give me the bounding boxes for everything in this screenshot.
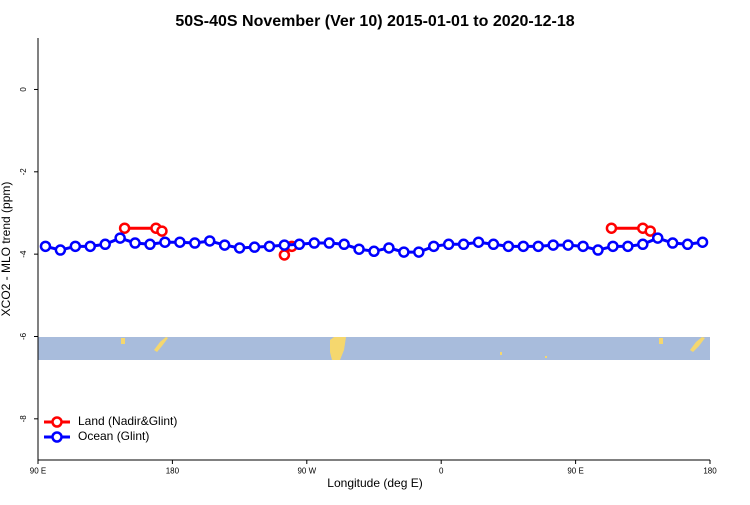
data-point [383, 242, 395, 254]
data-point [413, 246, 425, 258]
data-point [398, 246, 410, 258]
y-tick-label: -4 [19, 250, 28, 258]
x-tick-label: 90 E [30, 467, 46, 476]
x-tick-label: 180 [166, 467, 180, 476]
legend-marker [51, 431, 63, 443]
data-point [681, 238, 694, 251]
y-tick-label: -8 [19, 415, 28, 423]
data-point [605, 222, 618, 234]
data-point [338, 238, 350, 251]
data-point [592, 244, 604, 256]
data-point [696, 236, 709, 248]
data-point [233, 242, 246, 254]
chart-title: 50S-40S November (Ver 10) 2015-01-01 to … [175, 13, 574, 30]
data-point [547, 239, 559, 251]
data-point [323, 237, 335, 249]
x-axis-label: Longitude (deg E) [327, 476, 422, 490]
data-point [368, 245, 380, 258]
data-point [666, 237, 679, 249]
data-point [472, 236, 485, 248]
x-tick-label: 90 W [297, 467, 316, 476]
data-point [532, 240, 545, 253]
legend-marker [51, 416, 63, 428]
data-point [218, 239, 231, 251]
data-point [114, 232, 126, 244]
y-tick-label: -6 [19, 332, 28, 340]
data-point [189, 237, 201, 249]
data-point [278, 239, 291, 251]
data-point [278, 249, 291, 261]
map-land [121, 337, 705, 360]
x-tick-label: 0 [439, 467, 444, 476]
data-point [637, 238, 649, 251]
y-axis-label: XCO2 - MLO trend (ppm) [0, 182, 13, 317]
data-point [248, 241, 261, 253]
data-point [457, 238, 470, 251]
x-tick-label: 90 E [567, 467, 583, 476]
data-point [293, 238, 306, 251]
data-point [562, 239, 574, 251]
data-point [644, 225, 657, 237]
data-point [517, 240, 530, 253]
data-point [118, 222, 131, 234]
data-point [54, 244, 67, 256]
data-point [263, 240, 276, 253]
data-point [84, 240, 97, 253]
y-tick-label: -2 [19, 168, 28, 176]
map-ocean [38, 337, 710, 360]
x-tick-label: 180 [703, 467, 717, 476]
y-tick-label: 0 [19, 87, 28, 92]
data-point [487, 238, 500, 251]
data-point [308, 237, 321, 249]
data-point [159, 236, 171, 248]
data-point [577, 240, 589, 253]
data-point [69, 240, 82, 253]
data-point [427, 240, 440, 253]
legend-label: Land (Nadir&Glint) [78, 414, 177, 428]
data-point [442, 238, 455, 251]
data-point [607, 240, 619, 253]
data-point [203, 235, 216, 247]
data-point [129, 237, 141, 249]
data-point [39, 240, 52, 253]
data-point [353, 243, 365, 255]
data-point [144, 238, 156, 251]
data-point [651, 232, 664, 244]
data-point [174, 236, 186, 248]
legend-label: Ocean (Glint) [78, 429, 149, 443]
data-point [156, 225, 168, 237]
data-point [99, 238, 111, 251]
data-point [622, 240, 634, 253]
data-point [502, 240, 515, 253]
